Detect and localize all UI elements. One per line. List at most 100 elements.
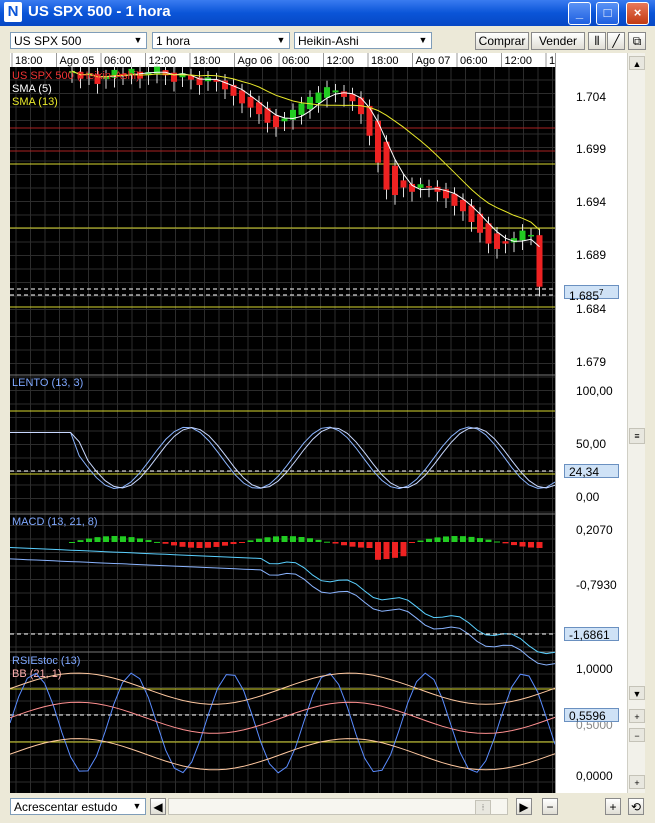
draw-line-icon[interactable]: ╱	[607, 32, 625, 50]
time-label: 06:00	[282, 55, 310, 67]
candle-body	[230, 84, 237, 96]
timeframe-select[interactable]: 1 hora ▼	[152, 32, 290, 49]
candle-body	[451, 193, 458, 206]
price-legend-sma13: SMA (13)	[12, 96, 58, 108]
macd-tick: -0,7930	[576, 578, 617, 592]
vertical-scrollbar[interactable]: ▲ ≡ ▼ + − +	[627, 53, 646, 793]
price-tick: 1.704	[576, 90, 607, 104]
macd-bar	[69, 542, 75, 543]
time-label: 06:00	[460, 55, 488, 67]
macd-bar	[358, 542, 364, 548]
macd-bar	[247, 540, 254, 542]
candle-body	[392, 165, 398, 196]
candle-body	[77, 72, 84, 79]
detach-window-icon[interactable]: ⧉	[628, 32, 646, 50]
maximize-button[interactable]: □	[596, 2, 619, 25]
lento-slow-line	[10, 426, 556, 489]
macd-bar	[528, 542, 534, 548]
macd-bar	[468, 536, 475, 542]
sell-button[interactable]: Vender	[531, 32, 585, 50]
horizontal-scroll-thumb[interactable]: ⦙	[475, 800, 491, 815]
macd-bar	[307, 538, 313, 542]
chevron-down-icon: ▼	[133, 35, 143, 45]
macd-bar	[86, 538, 92, 542]
timeframe-value: 1 hora	[156, 34, 191, 48]
time-label: 12:00	[149, 55, 177, 67]
scroll-thumb[interactable]: ≡	[629, 428, 645, 444]
macd-bar	[94, 537, 101, 542]
candle-body	[247, 96, 254, 108]
chart-toolbar: US SPX 500 ▼ 1 hora ▼ Heikin-Ashi ▼ Comp…	[0, 26, 655, 54]
candle-body	[485, 223, 492, 244]
price-legend-sma5: SMA (5)	[12, 83, 52, 95]
macd-bar	[213, 542, 220, 547]
rsi-current-tag: 0,5596	[564, 708, 619, 723]
time-label: 12:00	[505, 55, 533, 67]
macd-bar	[341, 542, 347, 546]
zoom-out-icon[interactable]: −	[542, 798, 558, 815]
rsi-legend: RSIEstoc (13)	[12, 655, 80, 667]
macd-bar	[443, 536, 449, 542]
candle-body	[315, 92, 322, 103]
bar-chart-icon[interactable]: ⫴	[588, 32, 606, 50]
macd-bar	[120, 536, 126, 542]
window-edge	[645, 53, 655, 793]
macd-line	[9, 547, 556, 655]
macd-bar	[128, 537, 135, 542]
zoom-out-icon[interactable]: −	[629, 728, 645, 742]
scroll-right-icon[interactable]: ▶	[516, 798, 532, 815]
macd-bar	[103, 536, 109, 542]
macd-bar	[264, 537, 271, 542]
macd-bar	[179, 542, 186, 547]
candle-body	[111, 69, 118, 78]
macd-bar	[485, 539, 492, 542]
scroll-up-icon[interactable]: ▲	[629, 56, 645, 70]
candle-body	[536, 235, 543, 287]
title-bar: N US SPX 500 - 1 hora _ □ ×	[0, 0, 655, 26]
macd-bar	[511, 542, 517, 546]
candle-body	[519, 230, 526, 241]
add-study-select[interactable]: Acrescentar estudo ▼	[10, 798, 146, 815]
reset-view-icon[interactable]: ⟲	[628, 798, 644, 815]
horizontal-scrollbar[interactable]: ⦙	[168, 798, 508, 815]
macd-bar	[154, 541, 160, 543]
candle-body	[154, 66, 160, 74]
macd-bar	[77, 540, 84, 542]
macd-bar	[137, 538, 143, 542]
time-axis-labels: 18:00 Ago 05 06:00 12:00 18:00 Ago 06 06:00 12:…	[11, 53, 570, 67]
time-label: Ago 05	[60, 55, 95, 67]
candle-body	[188, 75, 194, 80]
value-axis[interactable]: 1.704 1.699 1.694 1.689 1.684 1.679 1.68…	[555, 53, 627, 793]
buy-button[interactable]: Comprar	[475, 32, 529, 50]
time-label: 18:00	[371, 55, 399, 67]
candle-body	[307, 96, 313, 110]
scroll-down-icon[interactable]: ▼	[629, 686, 645, 700]
macd-bar	[256, 538, 262, 542]
macd-signal-line	[9, 558, 556, 666]
candle-body	[298, 103, 305, 115]
instrument-select[interactable]: US SPX 500 ▼	[10, 32, 147, 49]
minimize-button[interactable]: _	[568, 2, 591, 25]
chart-area[interactable]: 18:00 Ago 05 06:00 12:00 18:00 Ago 06 06:00 12:…	[9, 53, 570, 793]
chart-type-select[interactable]: Heikin-Ashi ▼	[294, 32, 432, 49]
close-button[interactable]: ×	[626, 2, 649, 25]
candle-body	[528, 234, 534, 237]
zoom-in-icon[interactable]: +	[629, 775, 645, 789]
candle-body	[375, 120, 381, 163]
macd-bar	[332, 542, 339, 544]
zoom-in-icon[interactable]: +	[605, 798, 621, 815]
macd-bar	[519, 542, 526, 547]
zoom-in-icon[interactable]: +	[629, 709, 645, 723]
current-price-tag: 1.6857	[564, 285, 619, 303]
time-label: Ago 06	[238, 55, 273, 67]
candle-body	[443, 189, 449, 199]
time-label: 06:00	[104, 55, 132, 67]
rsi-tick: 1,0000	[576, 662, 613, 676]
macd-bar	[417, 540, 424, 542]
chevron-down-icon: ▼	[276, 35, 286, 45]
current-price-value: 1.685	[569, 289, 600, 303]
candle-body	[128, 68, 135, 75]
macd-bar	[409, 542, 415, 543]
scroll-left-icon[interactable]: ◀	[150, 798, 166, 815]
price-tick: 1.684	[576, 302, 607, 316]
